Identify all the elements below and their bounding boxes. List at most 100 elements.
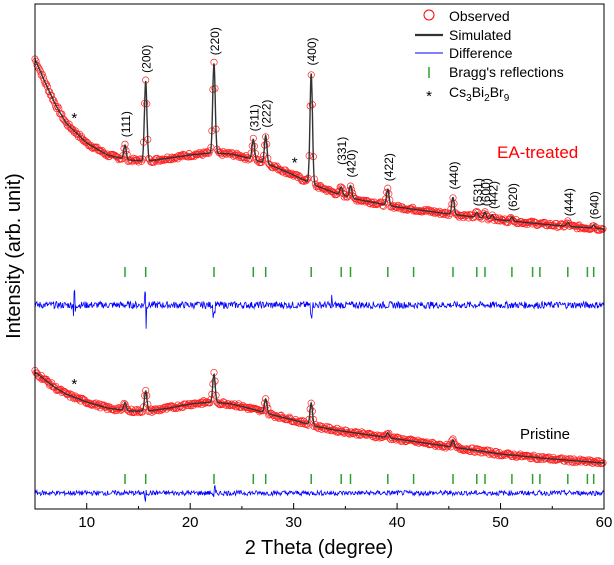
observed-point (38, 70, 46, 78)
sample-0: (111) (200) (220) (311)(222) (400) (331)(420)… (31, 27, 607, 329)
observed-point (118, 155, 126, 163)
observed-series (31, 366, 607, 468)
sample-1: * (31, 366, 607, 502)
observed-point (475, 445, 483, 453)
observed-point (337, 183, 345, 191)
observed-point (302, 177, 310, 185)
plot-area: (111) (200) (220) (311)(222) (400) (331)(420)… (31, 27, 607, 502)
observed-point (259, 156, 267, 164)
simulated-line (34, 371, 604, 464)
observed-point (58, 388, 66, 396)
observed-point (60, 116, 68, 124)
impurity-asterisk: * (292, 155, 298, 172)
sample-label-ea-treated: EA-treated (497, 143, 578, 162)
difference-line (34, 485, 604, 502)
peak-label: (331) (335, 137, 349, 165)
peak-label: (444) (562, 188, 576, 216)
observed-point (303, 420, 311, 428)
impurity-asterisk: * (71, 376, 77, 393)
legend-label-bragg: Bragg's reflections (449, 64, 564, 80)
legend-item-difference: Difference (415, 45, 513, 61)
observed-point (449, 194, 457, 202)
observed-point (598, 459, 606, 468)
observed-point (318, 183, 326, 191)
observed-point (406, 435, 415, 443)
observed-point (598, 225, 606, 234)
peak-label: (620) (506, 183, 520, 211)
observed-point (481, 208, 489, 216)
observed-point (445, 211, 453, 220)
observed-point (48, 91, 56, 100)
observed-point (204, 149, 212, 157)
observed-point (589, 459, 597, 467)
observed-point (396, 434, 404, 442)
observed-point (45, 88, 54, 96)
observed-point (262, 395, 270, 403)
observed-point (43, 83, 51, 91)
observed-point (224, 149, 233, 157)
legend-label-difference: Difference (449, 45, 513, 61)
peak-label: (600) (479, 178, 493, 206)
plot-frame (34, 3, 605, 510)
legend-item-simulated: Simulated (415, 27, 511, 43)
observed-point (80, 137, 88, 145)
legend-item-impurity: * Cs3Bi2Br9 (426, 84, 510, 105)
observed-point (175, 404, 183, 412)
observed-point (384, 430, 392, 438)
observed-point (44, 378, 52, 386)
observed-point (165, 155, 174, 163)
bragg-ticks (124, 474, 595, 484)
observed-point (62, 389, 70, 397)
observed-point (206, 147, 214, 155)
sample-label-pristine: Pristine (520, 426, 570, 443)
x-axis-label: 2 Theta (degree) (245, 537, 394, 559)
observed-point (503, 449, 511, 457)
peak-label: (222) (260, 100, 274, 128)
peak-label: (440) (447, 161, 461, 189)
legend-item-bragg: Bragg's reflections (428, 64, 564, 80)
observed-point (505, 216, 513, 224)
peak-label: (400) (305, 37, 319, 65)
asterisk-icon: * (426, 88, 432, 105)
peak-label: (422) (382, 153, 396, 181)
observed-point (277, 166, 285, 174)
observed-point (56, 110, 64, 118)
bragg-ticks (124, 267, 595, 277)
observed-point (346, 182, 355, 190)
x-tick-label: 60 (596, 514, 613, 531)
observed-point (380, 202, 388, 210)
impurity-asterisk: * (71, 110, 77, 127)
legend-label-observed: Observed (449, 8, 510, 24)
observed-point (492, 448, 500, 456)
x-axis: 10 20 30 40 50 60 (34, 503, 613, 531)
peak-label: (200) (140, 45, 154, 73)
observed-point (64, 390, 72, 398)
legend-label-impurity: Cs3Bi2Br9 (449, 84, 510, 104)
observed-point (101, 403, 109, 411)
observed-point (241, 155, 249, 163)
legend-label-simulated: Simulated (449, 27, 511, 43)
peak-label: (640) (588, 191, 602, 219)
legend: Observed Simulated Difference Bragg's re… (415, 8, 564, 105)
y-axis-label: Intensity (arb. unit) (3, 173, 25, 339)
observed-point (567, 221, 575, 229)
legend-item-observed: Observed (423, 8, 510, 24)
peak-label: (531) (471, 178, 485, 206)
peak-label: (220) (208, 27, 222, 55)
difference-line (34, 289, 604, 329)
observed-point (473, 207, 481, 216)
x-tick-label: 40 (389, 514, 406, 531)
x-tick-label: 10 (78, 514, 95, 531)
peak-label: (111) (119, 111, 133, 137)
observed-point (56, 386, 64, 394)
observed-point (207, 395, 215, 404)
peak-label: (442) (486, 181, 500, 209)
x-tick-label: 30 (285, 514, 302, 531)
peak-label: (420) (345, 149, 359, 177)
x-tick-label: 20 (182, 514, 199, 531)
peak-label: (311) (247, 104, 261, 131)
x-tick-label: 50 (492, 514, 509, 531)
observed-point (449, 435, 457, 443)
simulated-line (34, 58, 604, 230)
